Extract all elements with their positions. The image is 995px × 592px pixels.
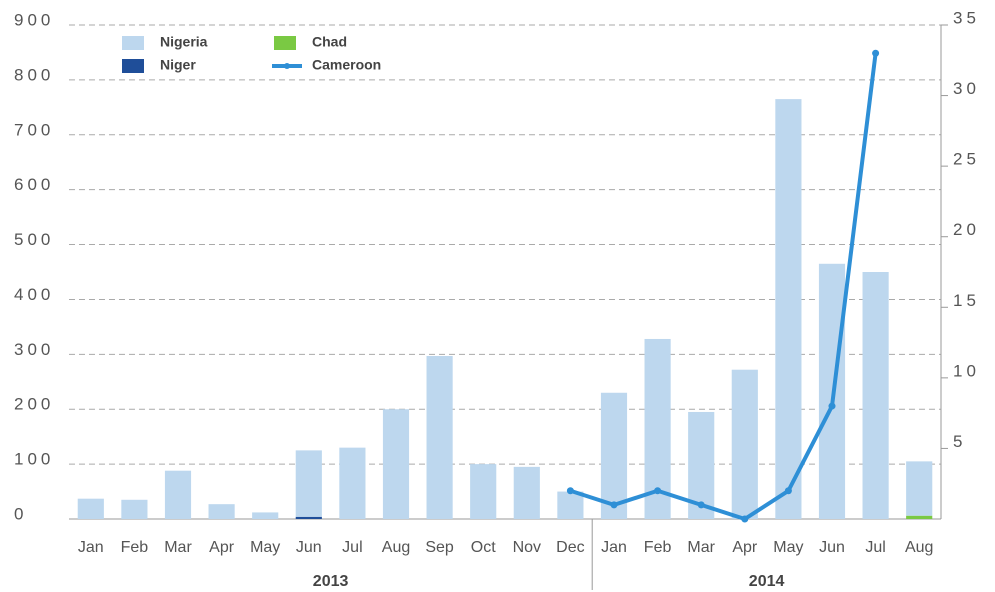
- x-tick-label: May: [250, 539, 280, 556]
- x-tick-label: Jan: [601, 539, 627, 556]
- y-tick-label: 700: [14, 120, 54, 139]
- legend-label: Nigeria: [160, 34, 208, 50]
- y-tick-label: 0: [14, 504, 27, 523]
- bar: [731, 369, 758, 519]
- bar: [164, 470, 192, 519]
- legend-label: Cameroon: [312, 57, 381, 73]
- year-label: 2014: [749, 573, 785, 590]
- y2-tick-label: 20: [953, 220, 980, 239]
- y2-tick-label: 10: [953, 361, 980, 380]
- line-point: [610, 501, 618, 509]
- y-tick-label: 900: [14, 10, 54, 29]
- legend-swatch: [122, 36, 144, 50]
- bar: [295, 450, 322, 517]
- bar: [862, 272, 889, 519]
- line-point: [697, 501, 705, 509]
- line-point: [654, 487, 662, 495]
- bar: [382, 409, 410, 519]
- x-tick-label: Jan: [78, 539, 104, 556]
- y-tick-label: 200: [14, 395, 54, 414]
- year-label: 2013: [313, 573, 349, 590]
- y-tick-label: 600: [14, 175, 54, 194]
- bar: [775, 99, 802, 519]
- bar: [600, 392, 628, 519]
- x-tick-label: Sep: [425, 539, 454, 556]
- line: [569, 52, 878, 521]
- legend-label: Niger: [160, 57, 196, 73]
- bar: [295, 516, 322, 519]
- bar: [906, 515, 933, 519]
- bar: [513, 466, 540, 519]
- y-tick-label: 400: [14, 285, 54, 304]
- x-tick-label: Jul: [865, 539, 885, 556]
- y-tick-label: 800: [14, 65, 54, 84]
- x-tick-label: Aug: [382, 539, 410, 556]
- x-tick-label: Mar: [687, 539, 715, 556]
- legend-label: Chad: [312, 34, 347, 50]
- x-tick-label: Jun: [819, 539, 845, 556]
- line-point: [828, 402, 836, 410]
- y2-tick-label: 5: [953, 432, 966, 451]
- x-tick-label: Nov: [513, 539, 541, 556]
- bar: [339, 447, 366, 519]
- x-tick-label: Feb: [121, 539, 149, 556]
- legend-swatch: [122, 59, 144, 73]
- x-tick-label: Apr: [732, 539, 758, 556]
- y2-tick-label: 25: [953, 150, 980, 169]
- bar: [208, 504, 235, 519]
- x-tick-label: Oct: [471, 539, 496, 556]
- legend-swatch: [284, 63, 290, 69]
- bar: [426, 355, 453, 519]
- bar: [121, 499, 148, 519]
- y-tick-label: 500: [14, 230, 54, 249]
- y-tick-label: 300: [14, 340, 54, 359]
- y2-tick-label: 15: [953, 291, 980, 310]
- x-tick-label: Feb: [644, 539, 672, 556]
- x-tick-label: Apr: [209, 539, 235, 556]
- y-tick-label: 100: [14, 450, 54, 469]
- x-tick-label: Dec: [556, 539, 584, 556]
- x-tick-label: Jun: [296, 539, 322, 556]
- x-tick-label: May: [773, 539, 803, 556]
- y2-tick-label: 30: [953, 79, 980, 98]
- line-point: [566, 487, 574, 495]
- bar: [906, 461, 933, 516]
- legend-swatch: [274, 36, 296, 50]
- x-tick-label: Aug: [905, 539, 933, 556]
- line-point: [784, 487, 792, 495]
- y2-tick-label: 35: [953, 8, 980, 27]
- bar: [252, 512, 279, 519]
- bar: [557, 491, 584, 519]
- x-tick-label: Jul: [342, 539, 362, 556]
- bar: [470, 464, 497, 519]
- line-point: [872, 49, 880, 57]
- line-point: [741, 515, 749, 523]
- bar: [77, 498, 104, 519]
- x-tick-label: Mar: [164, 539, 192, 556]
